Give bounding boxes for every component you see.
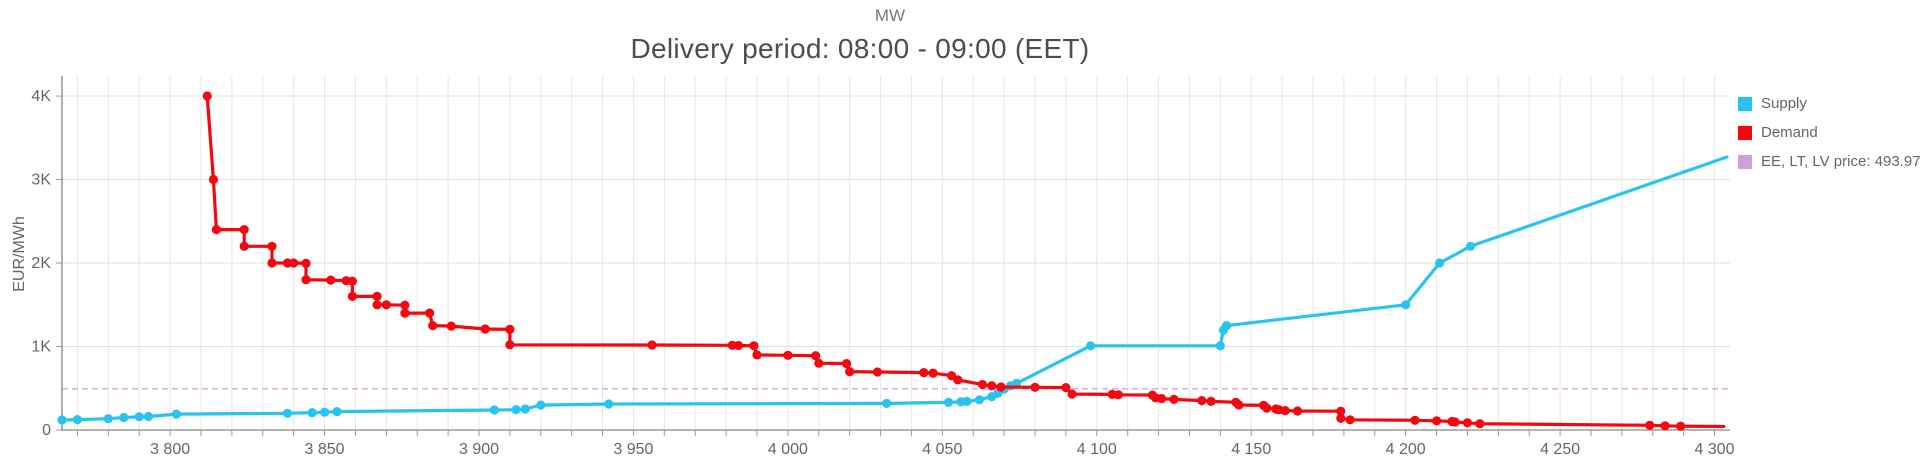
svg-text:3 800: 3 800 xyxy=(150,441,190,458)
supply-legend-swatch-icon xyxy=(1738,96,1752,111)
svg-text:2K: 2K xyxy=(31,255,51,272)
svg-text:4K: 4K xyxy=(31,88,51,105)
x-axis-labels: 3 800 3 850 3 900 3 950 4 000 4 050 4 100 4 150… xyxy=(150,441,1735,458)
legend-label-supply: Supply xyxy=(1761,95,1807,112)
legend-item-demand[interactable]: Demand xyxy=(1738,124,1920,141)
y-gridlines xyxy=(62,95,1730,348)
svg-text:4 200: 4 200 xyxy=(1386,441,1426,458)
svg-text:4 000: 4 000 xyxy=(768,441,808,458)
supply-series[interactable] xyxy=(57,155,1729,425)
legend-label-price: EE, LT, LV price: 493.97 xyxy=(1761,153,1920,170)
top-axis-label: MW xyxy=(874,6,906,25)
legend-label-demand: Demand xyxy=(1761,124,1818,141)
svg-text:3K: 3K xyxy=(31,172,51,189)
price-legend-swatch-icon xyxy=(1738,154,1752,169)
svg-text:4 150: 4 150 xyxy=(1231,441,1271,458)
legend-item-supply[interactable]: Supply xyxy=(1738,95,1920,112)
svg-text:4 300: 4 300 xyxy=(1695,441,1735,458)
x-gridlines xyxy=(76,76,1716,430)
legend: Supply Demand EE, LT, LV price: 493.97 xyxy=(1738,95,1920,182)
svg-text:4 250: 4 250 xyxy=(1540,441,1580,458)
svg-text:0: 0 xyxy=(42,422,51,439)
svg-text:1K: 1K xyxy=(31,339,51,356)
demand-series[interactable] xyxy=(202,91,1726,431)
svg-text:3 950: 3 950 xyxy=(613,441,653,458)
svg-text:3 900: 3 900 xyxy=(459,441,499,458)
svg-text:4 100: 4 100 xyxy=(1077,441,1117,458)
chart-title: Delivery period: 08:00 - 09:00 (EET) xyxy=(630,33,1090,64)
y-axis-ticks: 0 1K 2K 3K 4K xyxy=(31,88,62,439)
x-axis-ticks xyxy=(76,430,1716,436)
svg-text:4 050: 4 050 xyxy=(922,441,962,458)
demand-legend-swatch-icon xyxy=(1738,125,1752,140)
svg-text:3 850: 3 850 xyxy=(305,441,345,458)
legend-item-price[interactable]: EE, LT, LV price: 493.97 xyxy=(1738,153,1920,170)
